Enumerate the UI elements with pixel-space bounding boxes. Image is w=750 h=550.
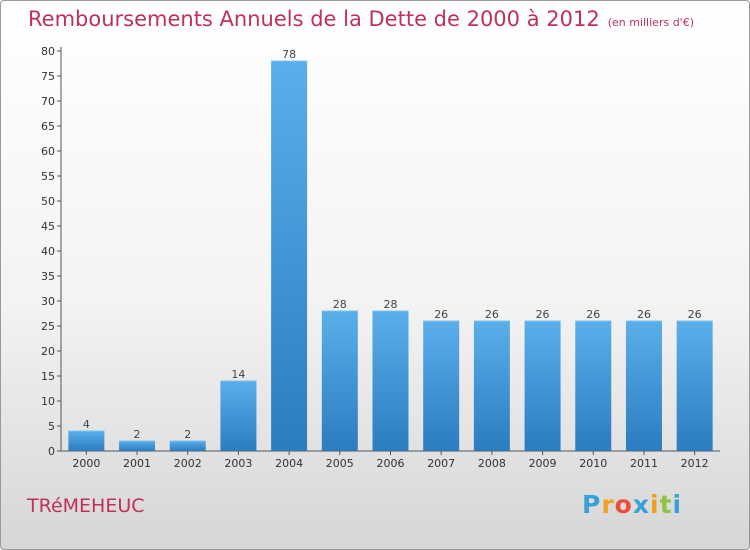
data-label-2000: 4: [83, 418, 90, 431]
y-tick-label: 0: [48, 445, 55, 458]
x-tick-label: 2005: [326, 457, 354, 470]
y-tick-label: 35: [41, 270, 55, 283]
y-tick-label: 10: [41, 395, 55, 408]
y-tick-label: 30: [41, 295, 55, 308]
logo-letter: r: [601, 490, 615, 519]
data-label-2001: 2: [134, 428, 141, 441]
y-tick-label: 55: [41, 170, 55, 183]
data-label-2005: 28: [333, 298, 347, 311]
y-tick-label: 50: [41, 195, 55, 208]
title-unit: (en milliers d'€): [607, 16, 694, 29]
y-tick-label: 25: [41, 320, 55, 333]
bar-2005: [321, 311, 358, 451]
bar-2004: [271, 61, 308, 451]
x-tick-label: 2006: [377, 457, 405, 470]
data-label-2006: 28: [384, 298, 398, 311]
bar-2002: [169, 441, 206, 451]
y-tick-label: 60: [41, 145, 55, 158]
chart-title: Remboursements Annuels de la Dette de 20…: [28, 7, 694, 31]
y-axis: 0 5 10 15 20 25 30 35 40 45 50 55 60 65 70 75 80: [41, 45, 62, 458]
data-label-2002: 2: [184, 428, 191, 441]
commune-name: TRéMEHEUC: [27, 495, 145, 517]
data-label-2004: 78: [282, 48, 296, 61]
x-tick-label: 2010: [579, 457, 607, 470]
data-label-2011: 26: [637, 308, 651, 321]
logo-letter: t: [659, 490, 673, 519]
x-axis: 2000 2001 2002 2003 2004 2005 2006 2007 2008 2009…: [61, 450, 720, 470]
y-tick-label: 65: [41, 120, 55, 133]
y-tick-label: 75: [41, 70, 55, 83]
y-tick-label: 45: [41, 220, 55, 233]
data-label-2009: 26: [536, 308, 550, 321]
data-label-2007: 26: [434, 308, 448, 321]
x-tick-label: 2007: [427, 457, 455, 470]
x-tick-label: 2004: [275, 457, 303, 470]
bars: [68, 60, 713, 451]
x-tick-label: 2001: [123, 457, 151, 470]
data-label-2008: 26: [485, 308, 499, 321]
bar-2009: [524, 321, 561, 451]
bar-2006: [372, 311, 409, 451]
bar-2012: [676, 321, 713, 451]
data-labels: 4 2 2 14 78 28 28 26 26 26 26 26 26: [83, 48, 702, 441]
logo-letter: P: [582, 490, 602, 519]
x-tick-label: 2003: [224, 457, 252, 470]
logo-letter: i: [650, 490, 660, 519]
y-tick-label: 20: [41, 345, 55, 358]
y-tick-label: 70: [41, 95, 55, 108]
y-tick-label: 80: [41, 45, 55, 58]
x-tick-label: 2009: [529, 457, 557, 470]
x-tick-label: 2012: [681, 457, 709, 470]
y-tick-label: 15: [41, 370, 55, 383]
y-tick-label: 5: [48, 420, 55, 433]
logo-letter: o: [614, 490, 633, 519]
y-tick-label: 40: [41, 245, 55, 258]
bar-2000: [68, 431, 105, 451]
proxiti-logo[interactable]: Proxiti: [582, 490, 682, 519]
x-tick-label: 2002: [174, 457, 202, 470]
x-tick-label: 2008: [478, 457, 506, 470]
data-label-2003: 14: [231, 368, 245, 381]
data-label-2012: 26: [688, 308, 702, 321]
x-tick-label: 2000: [72, 457, 100, 470]
title-text: Remboursements Annuels de la Dette de 20…: [28, 7, 600, 31]
bar-2011: [625, 321, 662, 451]
x-tick-label: 2011: [630, 457, 658, 470]
bar-2007: [423, 321, 460, 451]
data-label-2010: 26: [586, 308, 600, 321]
bar-2010: [575, 321, 612, 451]
logo-letter: i: [672, 490, 683, 519]
logo-letter: x: [632, 490, 650, 519]
bar-2001: [119, 441, 156, 451]
bar-2003: [220, 381, 257, 451]
bar-2008: [473, 321, 510, 451]
